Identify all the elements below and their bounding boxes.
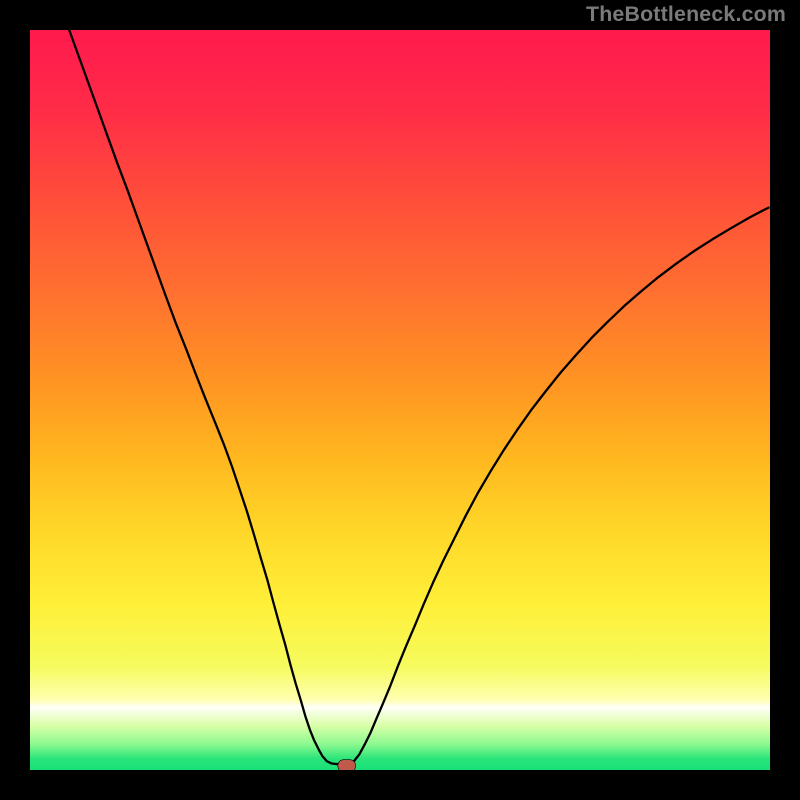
optimal-marker (338, 760, 356, 770)
bottleneck-chart (30, 30, 770, 770)
watermark-text: TheBottleneck.com (586, 2, 786, 27)
